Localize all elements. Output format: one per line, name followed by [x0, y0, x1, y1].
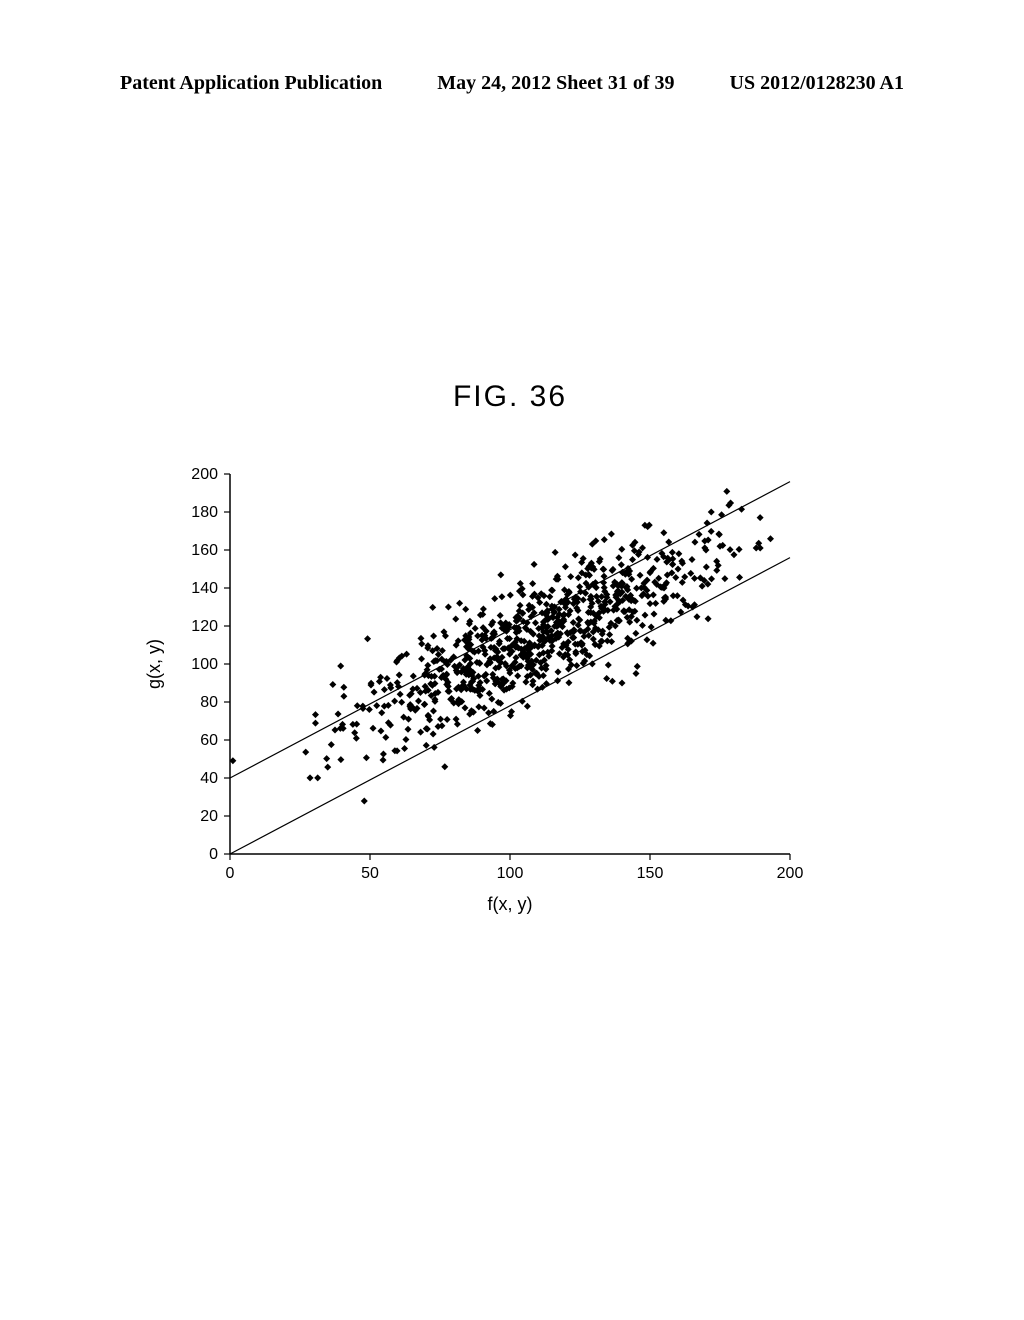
page-header: Patent Application Publication May 24, 2… — [0, 72, 1024, 95]
svg-text:50: 50 — [361, 865, 379, 882]
header-patent-number: US 2012/0128230 A1 — [730, 72, 904, 95]
svg-text:140: 140 — [191, 580, 218, 597]
svg-text:0: 0 — [209, 846, 218, 863]
svg-text:40: 40 — [200, 770, 218, 787]
svg-text:100: 100 — [191, 656, 218, 673]
header-publication: Patent Application Publication — [120, 72, 382, 95]
svg-text:180: 180 — [191, 504, 218, 521]
svg-text:160: 160 — [191, 542, 218, 559]
svg-text:0: 0 — [226, 865, 235, 882]
figure-title: FIG. 36 — [140, 380, 880, 414]
svg-text:200: 200 — [191, 466, 218, 483]
svg-text:120: 120 — [191, 618, 218, 635]
svg-text:80: 80 — [200, 694, 218, 711]
svg-text:f(x, y): f(x, y) — [488, 894, 533, 914]
scatter-chart: 0 20 40 60 80 100 120 140 160 180 200 0 50 100 150 200 f… — [140, 464, 810, 924]
svg-text:g(x, y): g(x, y) — [144, 639, 164, 689]
header-date-sheet: May 24, 2012 Sheet 31 of 39 — [437, 72, 674, 95]
svg-text:60: 60 — [200, 732, 218, 749]
svg-text:150: 150 — [637, 865, 664, 882]
svg-text:20: 20 — [200, 808, 218, 825]
figure-container: FIG. 36 0 20 40 60 80 100 120 140 160 180 200 0 50 10… — [140, 380, 880, 924]
svg-text:200: 200 — [777, 865, 804, 882]
svg-text:100: 100 — [497, 865, 524, 882]
